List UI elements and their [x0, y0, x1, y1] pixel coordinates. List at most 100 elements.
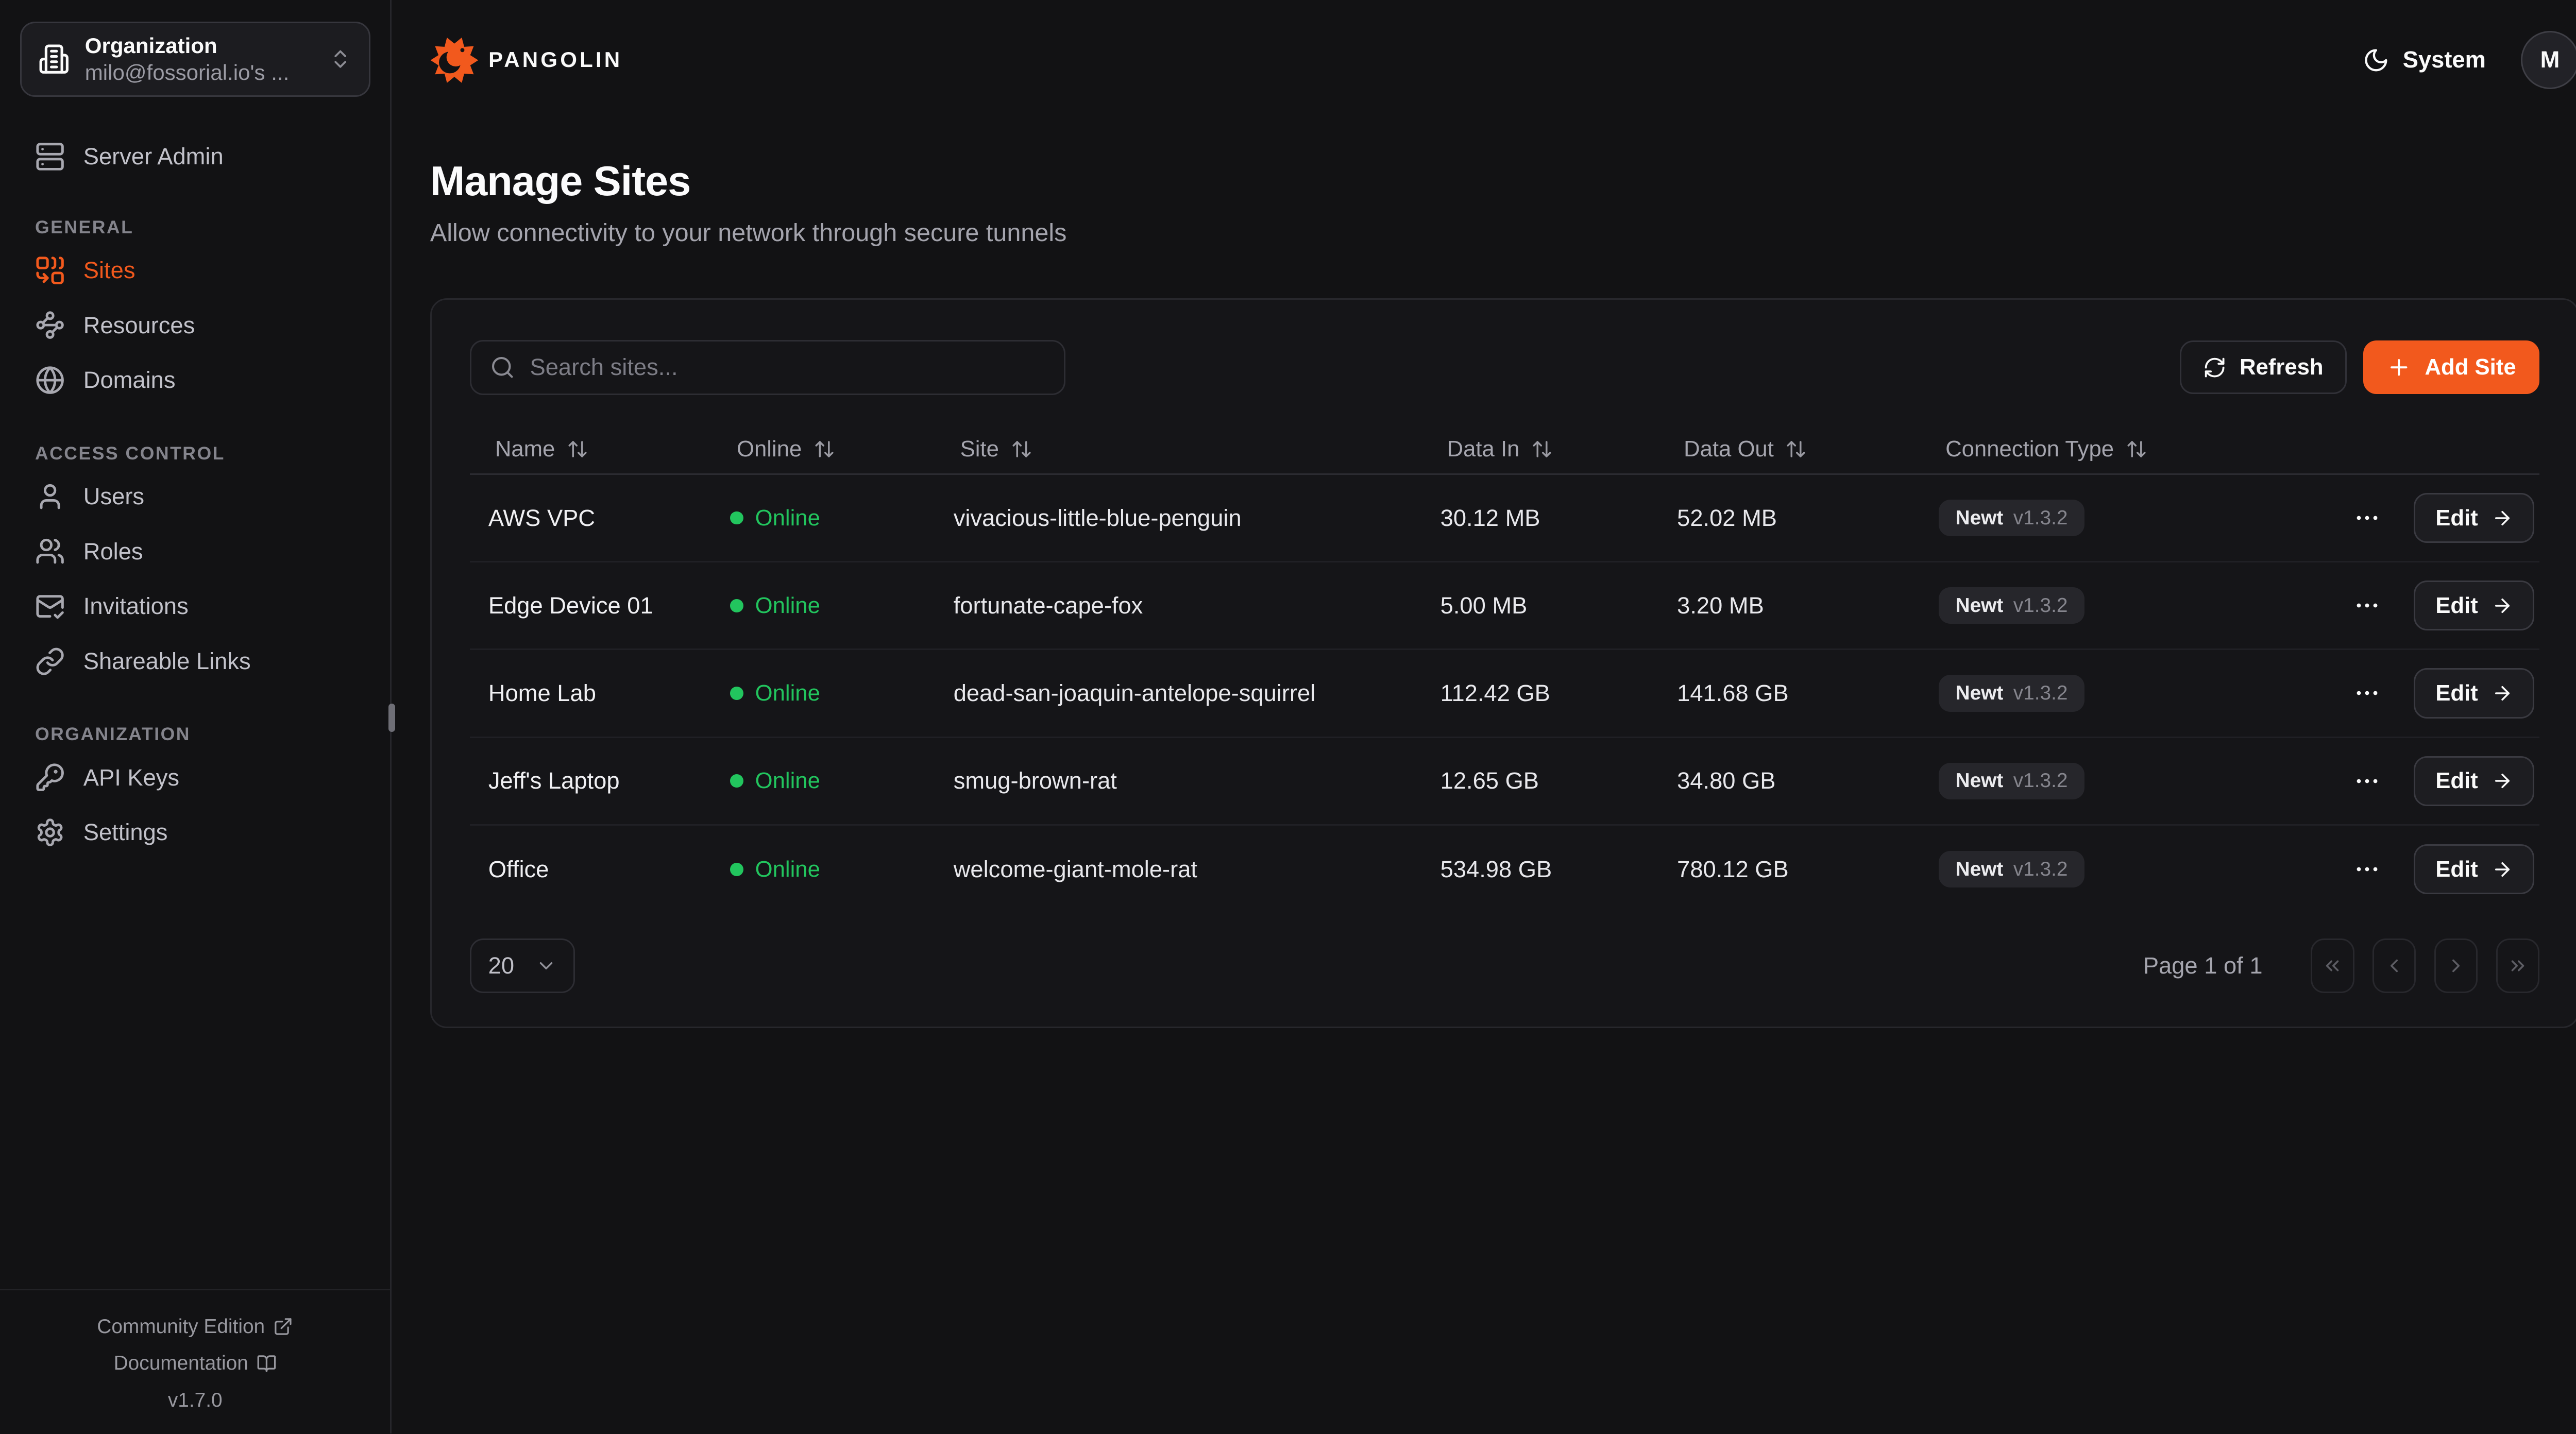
row-menu-button[interactable] [2349, 763, 2385, 799]
sidebar-item-sites[interactable]: Sites [20, 243, 370, 298]
online-status-cell: Online [712, 593, 936, 619]
edit-button[interactable]: Edit [2414, 493, 2535, 543]
org-selector[interactable]: Organization milo@fossorial.io's ... [20, 22, 370, 97]
data-out-cell: 52.02 MB [1677, 504, 1777, 531]
connection-type-label: Newt [1955, 770, 2004, 792]
sort-icon [2126, 438, 2147, 460]
sidebar-item-users[interactable]: Users [20, 469, 370, 524]
table-body: AWS VPC Online vivacious-little-blue-pengu… [470, 475, 2539, 913]
edit-button-label: Edit [2435, 505, 2478, 531]
data-out-cell: 780.12 GB [1677, 856, 1789, 882]
sites-toolbar: Refresh Add Site [470, 339, 2539, 395]
sidebar-footer: Community Edition Documentation v1.7.0 [0, 1288, 391, 1433]
row-menu-button[interactable] [2349, 675, 2385, 711]
avatar[interactable]: M [2520, 30, 2576, 90]
column-header-label: Data In [1447, 436, 1520, 462]
sidebar-item-domains[interactable]: Domains [20, 353, 370, 408]
sidebar-item-invitations[interactable]: Invitations [20, 579, 370, 634]
column-header-online[interactable]: Online [712, 436, 936, 462]
section-label-access-control: ACCESS CONTROL [35, 442, 225, 464]
table-row: Home Lab Online dead-san-joaquin-antelope-… [470, 650, 2539, 738]
data-in-cell: 30.12 MB [1440, 504, 1540, 531]
connection-version-label: v1.3.2 [2013, 858, 2068, 880]
column-header-site[interactable]: Site [935, 436, 1422, 462]
documentation-link[interactable]: Documentation [0, 1345, 390, 1381]
column-header-data-out[interactable]: Data Out [1659, 436, 1921, 462]
theme-toggle[interactable]: System [2363, 46, 2486, 73]
connection-type-cell: Newt v1.3.2 [1921, 675, 2331, 712]
sites-table: Name Online Site Data In Data Out Connection … [470, 425, 2539, 913]
sort-icon [814, 438, 835, 460]
column-header-connection-type[interactable]: Connection Type [1921, 436, 2331, 462]
sidebar-item-server-admin[interactable]: Server Admin [20, 132, 370, 182]
page-title: Manage Sites [430, 158, 691, 205]
edit-button[interactable]: Edit [2414, 581, 2535, 631]
edit-button[interactable]: Edit [2414, 668, 2535, 719]
site-id-cell: welcome-giant-mole-rat [953, 856, 1197, 882]
online-dot [730, 862, 743, 876]
connection-type-badge: Newt v1.3.2 [1939, 499, 2084, 537]
sidebar-item-api-keys[interactable]: API Keys [20, 750, 370, 805]
edit-button[interactable]: Edit [2414, 756, 2535, 806]
first-page-button[interactable] [2311, 938, 2354, 994]
globe-icon [35, 365, 65, 395]
online-dot [730, 511, 743, 525]
table-header-row: Name Online Site Data In Data Out Connection … [470, 425, 2539, 475]
community-edition-link[interactable]: Community Edition [0, 1308, 390, 1345]
site-name-cell: AWS VPC [488, 504, 596, 531]
online-status-cell: Online [712, 680, 936, 706]
online-status-label: Online [755, 592, 820, 618]
row-menu-button[interactable] [2349, 587, 2385, 624]
sort-icon [567, 438, 588, 460]
search-box[interactable] [470, 339, 1065, 395]
sidebar-item-resources[interactable]: Resources [20, 298, 370, 353]
version-label: v1.7.0 [167, 1389, 223, 1411]
sidebar-resize-handle[interactable] [388, 703, 395, 732]
data-in-cell: 5.00 MB [1440, 592, 1528, 619]
sort-icon [1011, 438, 1032, 460]
row-menu-button[interactable] [2349, 500, 2385, 536]
edit-button-label: Edit [2435, 680, 2478, 706]
arrow-right-icon [2492, 595, 2513, 617]
online-dot [730, 599, 743, 612]
chevron-right-icon [2445, 955, 2467, 977]
connection-version-label: v1.3.2 [2013, 594, 2068, 617]
connection-type-label: Newt [1955, 858, 2004, 880]
prev-page-button[interactable] [2372, 938, 2416, 994]
ellipsis-icon [2353, 767, 2381, 795]
sidebar-item-label: Server Admin [83, 143, 224, 170]
connection-type-badge: Newt v1.3.2 [1939, 675, 2084, 712]
connection-type-badge: Newt v1.3.2 [1939, 851, 2084, 888]
pager-buttons [2311, 938, 2539, 994]
sidebar-item-roles[interactable]: Roles [20, 524, 370, 579]
page-size-select[interactable]: 20 [470, 938, 575, 994]
chevron-down-icon [535, 955, 557, 977]
sidebar-item-shareable-links[interactable]: Shareable Links [20, 634, 370, 689]
arrow-right-icon [2492, 859, 2513, 880]
last-page-button[interactable] [2496, 938, 2539, 994]
server-icon [35, 142, 65, 172]
search-input[interactable] [530, 354, 1045, 381]
sidebar-item-label: Settings [83, 819, 168, 846]
sort-icon [1785, 438, 1807, 460]
chevrons-left-icon [2321, 955, 2343, 977]
add-site-button[interactable]: Add Site [2363, 340, 2539, 395]
pangolin-logo-icon [430, 36, 479, 84]
edit-button[interactable]: Edit [2414, 844, 2535, 895]
row-menu-button[interactable] [2349, 851, 2385, 887]
next-page-button[interactable] [2434, 938, 2478, 994]
data-out-cell: 34.80 GB [1677, 767, 1776, 794]
connection-type-cell: Newt v1.3.2 [1921, 499, 2331, 537]
column-header-data-in[interactable]: Data In [1422, 436, 1659, 462]
connection-type-label: Newt [1955, 681, 2004, 704]
data-out-cell: 141.68 GB [1677, 679, 1789, 706]
connection-version-label: v1.3.2 [2013, 506, 2068, 529]
online-status-label: Online [755, 768, 820, 794]
column-header-name[interactable]: Name [470, 436, 711, 462]
sidebar-item-settings[interactable]: Settings [20, 805, 370, 860]
sidebar-item-label: Domains [83, 367, 176, 394]
refresh-button[interactable]: Refresh [2179, 340, 2347, 395]
users-icon [35, 536, 65, 566]
sidebar-item-label: Resources [83, 312, 195, 338]
